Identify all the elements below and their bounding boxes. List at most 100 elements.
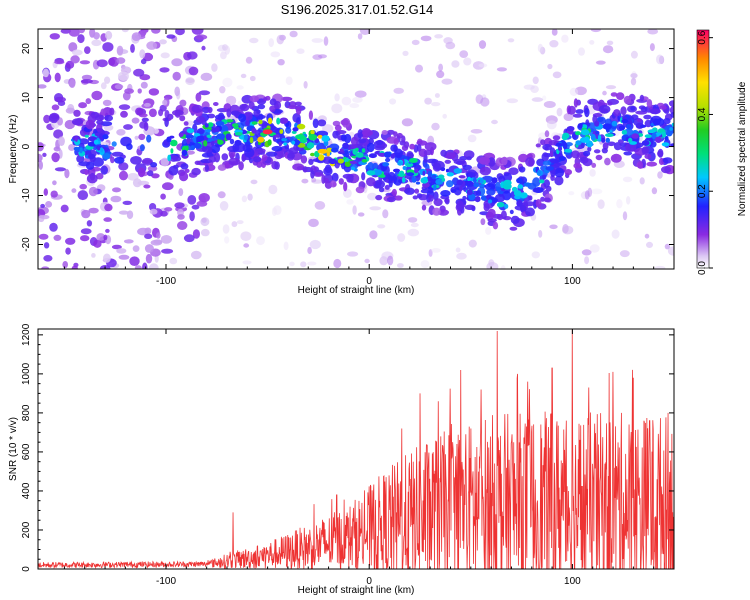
noise-blob — [589, 169, 596, 177]
noise-blob — [224, 45, 230, 55]
noise-blob — [578, 47, 585, 56]
ridge-core-blob — [274, 134, 280, 138]
noise-blob — [159, 39, 167, 45]
noise-blob — [174, 86, 180, 97]
noise-blob — [276, 34, 284, 45]
ridge-halo-blob — [544, 130, 550, 138]
ridge-core-blob — [393, 168, 400, 173]
ridge-halo-blob — [543, 179, 550, 188]
ridge-halo-blob — [381, 130, 388, 135]
ridge-core-blob — [397, 161, 403, 166]
ridge-halo-blob — [571, 150, 580, 159]
ridge-core-blob — [654, 136, 662, 143]
ridge-halo-blob — [540, 139, 546, 146]
noise-blob — [268, 184, 278, 195]
noise-blob — [639, 177, 645, 185]
ridge-halo-blob — [587, 146, 592, 152]
ridge-halo-blob — [404, 187, 415, 195]
ridge-halo-blob — [610, 153, 622, 163]
ridge-core-blob — [207, 122, 214, 128]
noise-blob — [158, 109, 164, 117]
spectrogram-x-axis-label: Height of straight line (km) — [298, 285, 415, 296]
ridge-halo-blob — [263, 97, 268, 101]
noise-blob — [200, 72, 213, 81]
hotspot-blob — [262, 129, 273, 135]
ridge-halo-blob — [100, 108, 106, 117]
ridge-halo-blob — [420, 189, 430, 194]
ridge-core-blob — [215, 121, 225, 126]
ridge-halo-blob — [269, 105, 276, 113]
noise-blob — [307, 261, 317, 266]
ridge-core-blob — [644, 134, 652, 139]
spectrogram-y-tick-label: -10 — [21, 188, 32, 203]
noise-blob — [542, 95, 547, 101]
noise-blob — [192, 229, 200, 239]
noise-blob — [649, 43, 655, 52]
ridge-core-blob — [210, 140, 215, 147]
noise-blob — [591, 188, 603, 195]
ridge-halo-blob — [613, 109, 621, 117]
noise-blob — [334, 93, 340, 102]
noise-blob — [133, 68, 145, 77]
ridge-core-blob — [204, 123, 209, 128]
ridge-core-blob — [537, 169, 542, 176]
ridge-core-blob — [670, 143, 674, 147]
noise-blob — [236, 85, 244, 90]
ridge-halo-blob — [120, 110, 128, 118]
ridge-core-blob — [641, 140, 650, 146]
ridge-halo-blob — [643, 114, 652, 120]
ridge-core-blob — [621, 119, 629, 124]
noise-blob — [347, 251, 359, 257]
ridge-core-blob — [611, 120, 618, 127]
noise-blob — [91, 90, 103, 101]
noise-blob — [651, 187, 658, 195]
noise-blob — [118, 210, 129, 215]
noise-blob — [589, 244, 600, 253]
noise-blob — [160, 157, 170, 167]
noise-blob — [664, 243, 671, 250]
ridge-core-blob — [337, 158, 344, 164]
ridge-halo-blob — [204, 164, 209, 172]
ridge-core-blob — [339, 148, 344, 153]
ridge-halo-blob — [616, 92, 625, 100]
ridge-halo-blob — [338, 178, 344, 185]
noise-blob — [164, 207, 173, 212]
ridge-core-blob — [234, 132, 243, 136]
ridge-halo-blob — [414, 188, 420, 194]
noise-blob — [537, 43, 544, 53]
noise-blob — [289, 261, 295, 267]
noise-blob — [131, 117, 140, 124]
ridge-halo-blob — [321, 174, 326, 185]
noise-blob — [130, 43, 135, 53]
ridge-halo-blob — [100, 165, 108, 175]
ridge-core-blob — [281, 138, 288, 142]
noise-blob — [169, 257, 178, 265]
noise-blob — [175, 29, 185, 36]
spectrogram-y-tick-label: 0 — [21, 143, 32, 149]
colorbar-tick-label: 0.4 — [697, 107, 708, 121]
ridge-halo-blob — [361, 129, 374, 137]
spectrogram-x-tick-label: 100 — [564, 276, 581, 287]
ridge-halo-blob — [528, 195, 533, 201]
ridge-halo-blob — [213, 152, 221, 163]
ridge-halo-blob — [575, 109, 584, 114]
noise-blob — [160, 210, 168, 217]
ridge-halo-blob — [169, 154, 178, 162]
noise-blob — [271, 207, 277, 217]
noise-blob — [245, 56, 253, 64]
ridge-core-blob — [561, 135, 568, 141]
ridge-halo-blob — [95, 114, 105, 122]
ridge-halo-blob — [240, 105, 246, 111]
ridge-core-blob — [577, 123, 583, 129]
ridge-core-blob — [491, 177, 498, 184]
ridge-halo-blob — [646, 161, 658, 167]
ridge-halo-blob — [241, 94, 253, 104]
ridge-halo-blob — [252, 156, 262, 163]
ridge-halo-blob — [385, 157, 391, 163]
ridge-core-blob — [516, 200, 523, 207]
ridge-halo-blob — [229, 138, 235, 145]
ridge-core-blob — [594, 120, 600, 127]
noise-blob — [407, 228, 419, 237]
noise-blob — [65, 237, 76, 245]
noise-blob — [507, 38, 515, 43]
